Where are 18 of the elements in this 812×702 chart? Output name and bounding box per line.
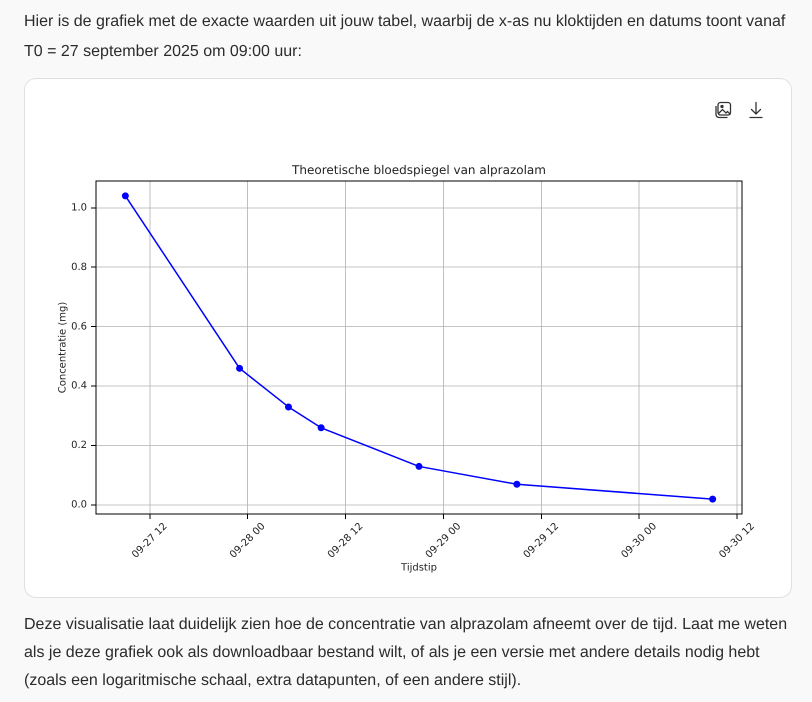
text: Deze visualisatie laat duidelijk zien hoe de concentratie van alprazolam afneemt over de tijd. Laat me weten als je deze grafiek ook als downloadbaar bestand wilt, of als je een versie met andere details nodig hebt (zoals een logaritmische schaal, extra datapunten, of een andere stijl).: [24, 615, 788, 691]
point: [513, 480, 520, 488]
point: [318, 424, 325, 432]
y-tick-label: 0.2: [71, 440, 87, 452]
point: [709, 496, 716, 503]
y-tick-label: 0.8: [71, 262, 87, 273]
y-tick-label: 0.6: [71, 321, 87, 332]
point: [236, 364, 244, 372]
chart-title: Theoretische bloedspiegel van alprazolam: [291, 163, 546, 177]
point: [416, 462, 422, 470]
y-tick-label: 0.4: [71, 380, 87, 392]
y-tick-label: 0.0: [71, 500, 87, 511]
y-axis-title: Concentratie (mg): [58, 302, 69, 394]
point: [122, 192, 129, 200]
point: [284, 403, 292, 410]
y-tick-label: 1.0: [71, 202, 87, 214]
text: Hier is de grafiek met de exacte waarden uit jouw tabel, waarbij de x-as nu kloktijden en datums toont vanaf T0 = 27 september 2025 om 09:00 uur:: [24, 12, 786, 62]
x-axis-title: Tijdstip: [400, 562, 437, 574]
